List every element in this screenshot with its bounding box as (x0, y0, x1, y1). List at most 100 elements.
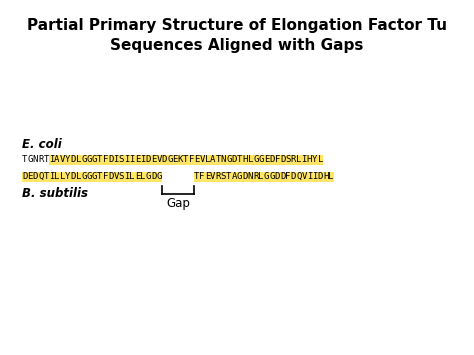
Bar (221, 155, 226, 165)
Bar (318, 155, 323, 165)
Text: G: G (81, 155, 86, 164)
Bar (162, 155, 167, 165)
Text: E: E (151, 155, 156, 164)
Bar (200, 172, 205, 182)
Bar (173, 155, 178, 165)
Text: G: G (81, 172, 86, 181)
Text: G: G (258, 155, 264, 164)
Bar (216, 172, 221, 182)
Text: L: L (205, 155, 210, 164)
Text: L: L (129, 172, 135, 181)
Text: T: T (44, 172, 49, 181)
Bar (237, 155, 242, 165)
Bar (280, 172, 285, 182)
Text: A: A (232, 172, 237, 181)
Text: G: G (237, 172, 242, 181)
Text: R: R (216, 172, 221, 181)
Bar (194, 155, 200, 165)
Bar (135, 155, 140, 165)
Bar (49, 155, 54, 165)
Text: I: I (307, 172, 312, 181)
Text: T: T (183, 155, 189, 164)
Text: I: I (49, 172, 54, 181)
Bar (291, 155, 296, 165)
Text: H: H (323, 172, 328, 181)
Bar (210, 155, 216, 165)
Text: V: V (113, 172, 119, 181)
Bar (38, 172, 44, 182)
Bar (119, 172, 124, 182)
Text: L: L (140, 172, 146, 181)
Bar (248, 172, 253, 182)
Text: D: D (274, 172, 280, 181)
Text: G: G (146, 172, 151, 181)
Bar (312, 155, 318, 165)
Text: T: T (22, 155, 27, 164)
Bar (280, 155, 285, 165)
Text: G: G (27, 155, 33, 164)
Bar (146, 172, 151, 182)
Text: N: N (248, 172, 253, 181)
Bar (328, 172, 334, 182)
Text: D: D (291, 172, 296, 181)
Text: D: D (280, 172, 285, 181)
Bar (81, 155, 86, 165)
Bar (44, 172, 49, 182)
Bar (135, 172, 140, 182)
Text: S: S (119, 155, 124, 164)
Bar (216, 155, 221, 165)
Bar (178, 155, 183, 165)
Bar (307, 172, 312, 182)
Text: D: D (269, 155, 274, 164)
Bar (103, 155, 108, 165)
Text: E: E (264, 155, 269, 164)
Bar (151, 172, 156, 182)
Text: L: L (318, 155, 323, 164)
Bar (226, 172, 232, 182)
Text: V: V (301, 172, 307, 181)
Text: D: D (70, 172, 76, 181)
Bar (274, 155, 280, 165)
Bar (70, 172, 76, 182)
Text: Y: Y (65, 155, 70, 164)
Bar (296, 155, 301, 165)
Text: Partial Primary Structure of Elongation Factor Tu: Partial Primary Structure of Elongation … (27, 18, 447, 33)
Bar (301, 172, 307, 182)
Bar (65, 172, 70, 182)
Bar (221, 172, 226, 182)
Text: I: I (113, 155, 119, 164)
Text: N: N (221, 155, 226, 164)
Text: T: T (194, 172, 200, 181)
Bar (253, 155, 258, 165)
Bar (274, 172, 280, 182)
Bar (183, 155, 189, 165)
Text: T: T (216, 155, 221, 164)
Bar (242, 155, 248, 165)
Text: T: T (44, 155, 49, 164)
Bar (60, 172, 65, 182)
Bar (108, 155, 113, 165)
Text: D: D (318, 172, 323, 181)
Text: D: D (22, 172, 27, 181)
Text: V: V (60, 155, 65, 164)
Bar (156, 155, 162, 165)
Text: T: T (97, 172, 103, 181)
Text: R: R (253, 172, 258, 181)
Text: Q: Q (296, 172, 301, 181)
Text: T: T (226, 172, 232, 181)
Text: Y: Y (65, 172, 70, 181)
Text: D: D (108, 155, 113, 164)
Bar (129, 155, 135, 165)
Bar (205, 172, 210, 182)
Bar (156, 172, 162, 182)
Bar (205, 155, 210, 165)
Bar (81, 172, 86, 182)
Text: R: R (38, 155, 44, 164)
Text: V: V (210, 172, 216, 181)
Text: I: I (312, 172, 318, 181)
Text: A: A (210, 155, 216, 164)
Bar (237, 172, 242, 182)
Text: I: I (124, 172, 129, 181)
Text: N: N (33, 155, 38, 164)
Bar (210, 172, 216, 182)
